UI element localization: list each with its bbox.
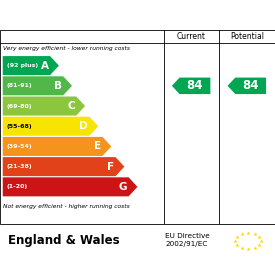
Text: England & Wales: England & Wales: [8, 234, 120, 247]
Text: Energy Efficiency Rating: Energy Efficiency Rating: [8, 9, 192, 21]
Text: (21-38): (21-38): [7, 164, 32, 169]
Text: (69-80): (69-80): [7, 103, 32, 109]
Polygon shape: [3, 177, 138, 196]
Text: (55-68): (55-68): [7, 124, 32, 129]
Polygon shape: [172, 78, 210, 94]
Text: B: B: [54, 81, 62, 91]
Text: C: C: [67, 101, 75, 111]
Polygon shape: [227, 78, 266, 94]
Text: F: F: [107, 162, 114, 172]
Polygon shape: [3, 137, 111, 156]
Text: Potential: Potential: [230, 32, 264, 41]
Polygon shape: [3, 96, 85, 116]
Text: A: A: [41, 61, 49, 71]
Text: D: D: [79, 121, 88, 131]
Text: Not energy efficient - higher running costs: Not energy efficient - higher running co…: [3, 204, 130, 209]
Text: E: E: [94, 141, 101, 151]
Text: G: G: [119, 182, 127, 192]
Text: (81-91): (81-91): [7, 83, 32, 88]
Polygon shape: [3, 76, 72, 95]
Text: Current: Current: [177, 32, 206, 41]
Text: EU Directive
2002/91/EC: EU Directive 2002/91/EC: [165, 233, 210, 247]
Polygon shape: [3, 117, 98, 136]
Text: (92 plus): (92 plus): [7, 63, 38, 68]
Text: 84: 84: [187, 79, 203, 92]
Text: 84: 84: [243, 79, 259, 92]
Polygon shape: [3, 56, 59, 75]
Text: Very energy efficient - lower running costs: Very energy efficient - lower running co…: [3, 46, 130, 51]
Polygon shape: [3, 157, 124, 176]
Text: (39-54): (39-54): [7, 144, 32, 149]
Text: (1-20): (1-20): [7, 184, 28, 189]
